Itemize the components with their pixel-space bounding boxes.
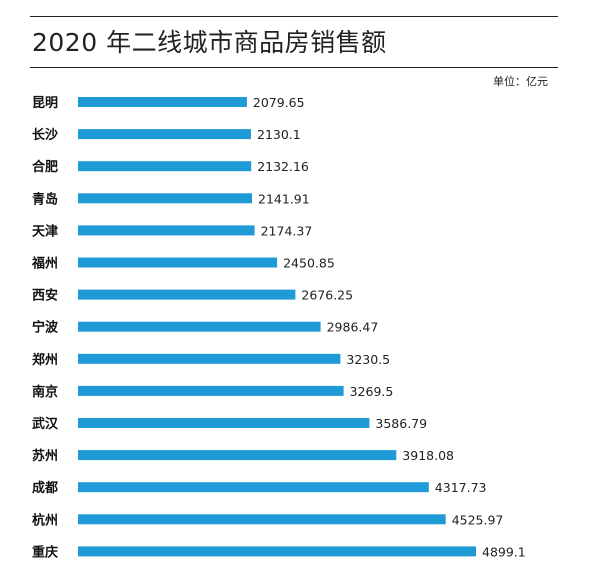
city-label: 西安 <box>32 288 58 304</box>
value-label: 3269.5 <box>350 384 394 399</box>
city-label: 天津 <box>32 223 58 239</box>
city-label: 重庆 <box>32 544 58 560</box>
value-label: 4899.1 <box>482 544 526 559</box>
bar <box>78 385 344 396</box>
bar <box>78 161 252 172</box>
value-label: 2676.25 <box>301 288 353 303</box>
bar <box>78 193 252 204</box>
value-label: 2079.65 <box>253 95 305 110</box>
bar <box>78 418 370 428</box>
value-label: 2132.16 <box>257 159 309 174</box>
value-label: 4525.97 <box>452 512 504 527</box>
value-label: 2141.91 <box>258 191 310 206</box>
city-label: 合肥 <box>32 159 58 175</box>
city-label: 昆明 <box>32 95 58 111</box>
bar <box>78 257 278 268</box>
value-label: 3586.79 <box>375 416 427 431</box>
bar <box>78 482 429 493</box>
bar <box>78 514 446 525</box>
unit-label: 单位：亿元 <box>493 75 548 88</box>
value-label: 2986.47 <box>327 320 379 335</box>
bar <box>78 321 321 332</box>
value-label: 2174.37 <box>261 223 313 238</box>
city-label: 宁波 <box>32 320 59 336</box>
bar <box>78 225 255 236</box>
bar <box>78 353 341 364</box>
bar <box>78 546 476 557</box>
bar <box>78 289 296 300</box>
city-label: 郑州 <box>32 352 58 368</box>
value-label: 4317.73 <box>435 480 487 495</box>
city-label: 苏州 <box>32 448 58 464</box>
city-label: 青岛 <box>32 191 58 207</box>
bar <box>78 129 251 140</box>
top-rule <box>30 16 558 17</box>
city-label: 杭州 <box>32 512 58 528</box>
chart-title: 2020 年二线城市商品房销售额 <box>32 28 387 57</box>
value-label: 2450.85 <box>283 256 335 271</box>
city-label: 福州 <box>31 256 58 272</box>
city-label: 武汉 <box>32 416 59 432</box>
bar <box>78 97 247 107</box>
value-label: 2130.1 <box>257 127 301 142</box>
city-label: 南京 <box>32 384 58 400</box>
title-rule <box>30 67 558 68</box>
value-label: 3918.08 <box>402 448 454 463</box>
city-label: 成都 <box>32 480 58 496</box>
bar <box>78 450 397 461</box>
value-label: 3230.5 <box>346 352 390 367</box>
city-label: 长沙 <box>32 127 58 143</box>
